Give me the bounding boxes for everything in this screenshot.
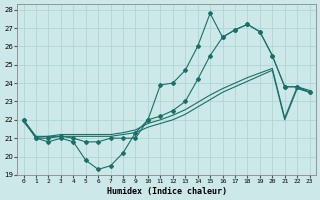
X-axis label: Humidex (Indice chaleur): Humidex (Indice chaleur) xyxy=(107,187,227,196)
